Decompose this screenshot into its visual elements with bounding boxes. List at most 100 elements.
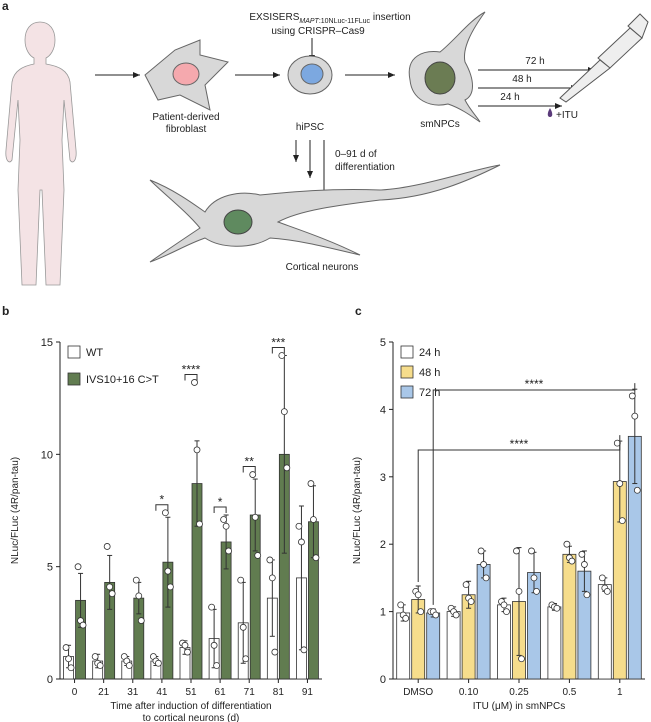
- data-point: [193, 446, 201, 454]
- data-point: [67, 664, 75, 672]
- y-tick-label: 5: [47, 562, 53, 574]
- x-axis-label: Time after induction of differentiation: [110, 701, 271, 712]
- data-point: [432, 611, 440, 619]
- y-tick-label: 5: [380, 337, 386, 349]
- data-point: [583, 591, 591, 599]
- data-point: [312, 554, 320, 562]
- significance-bracket: [432, 383, 636, 605]
- label: MAPT: [299, 18, 319, 25]
- data-point: [578, 550, 586, 558]
- data-point: [237, 576, 245, 584]
- data-point: [213, 662, 221, 669]
- data-point: [184, 648, 191, 656]
- nucleus: [424, 61, 456, 95]
- data-point: [166, 583, 174, 591]
- data-point: [135, 592, 143, 600]
- data-point: [513, 547, 520, 555]
- panel-label: b: [2, 304, 9, 318]
- data-point: [482, 574, 490, 582]
- data-point: [222, 522, 230, 530]
- x-tick-label: 51: [185, 687, 197, 698]
- label: smNPCs: [420, 119, 459, 130]
- bar: [446, 611, 461, 680]
- data-point: [154, 659, 162, 667]
- legend-label: 24 h: [419, 347, 440, 359]
- data-point: [280, 408, 288, 416]
- x-tick-label: DMSO: [403, 687, 433, 698]
- data-point: [462, 581, 470, 589]
- label: insertion: [370, 12, 411, 23]
- data-point: [568, 557, 576, 565]
- legend-swatch: [67, 345, 81, 359]
- data-point: [62, 644, 70, 651]
- x-tick-label: 0: [72, 687, 78, 698]
- label: :10NLuc-11FLuc: [319, 18, 371, 25]
- x-axis-label: ITU (μM) in smNPCs: [473, 701, 565, 712]
- data-point: [414, 591, 422, 599]
- panel-label: c: [355, 304, 362, 318]
- data-point: [310, 516, 317, 523]
- human-silhouette: [5, 21, 77, 286]
- data-point: [96, 662, 104, 669]
- significance-label: ***: [271, 335, 285, 349]
- data-point: [581, 561, 588, 568]
- panel-a: a Patient-derived fibroblast EXSISERSMAP…: [2, 0, 649, 286]
- bar: [547, 606, 562, 680]
- legend-swatch: [400, 365, 414, 379]
- label: fibroblast: [166, 124, 207, 135]
- legend-label: 72 h: [419, 387, 440, 399]
- data-point: [530, 574, 538, 582]
- data-point: [631, 412, 639, 420]
- data-point: [307, 480, 315, 487]
- legend-label: WT: [86, 347, 103, 359]
- data-point: [298, 538, 305, 546]
- label: EXSISERS: [249, 12, 299, 23]
- y-axis-label: NLuc/FLuc (4R/pan-tau): [352, 457, 363, 564]
- x-tick-label: 81: [273, 687, 285, 698]
- data-point: [251, 513, 259, 521]
- data-point: [103, 543, 111, 550]
- data-point: [628, 392, 636, 400]
- data-point: [533, 587, 540, 595]
- legend-label: IVS10+16 C>T: [86, 374, 159, 386]
- x-tick-label: 61: [215, 687, 227, 698]
- data-point: [300, 646, 308, 654]
- data-point: [500, 601, 508, 609]
- y-tick-label: 3: [380, 472, 386, 484]
- data-point: [208, 603, 216, 611]
- data-point: [603, 587, 611, 595]
- label: 72 h: [525, 56, 544, 67]
- y-tick-label: 2: [380, 539, 386, 551]
- bar: [426, 612, 441, 680]
- data-point: [210, 641, 218, 649]
- bar: [396, 612, 411, 680]
- nucleus: [223, 209, 253, 235]
- x-tick-label: 71: [244, 687, 256, 698]
- significance-label: **: [245, 455, 255, 469]
- data-point: [480, 561, 488, 568]
- data-point: [220, 516, 228, 523]
- data-point: [452, 611, 460, 619]
- data-point: [132, 576, 140, 584]
- x-tick-label: 0.5: [562, 687, 576, 698]
- legend-label: 48 h: [419, 367, 440, 379]
- label: 24 h: [500, 92, 519, 103]
- x-tick-label: 21: [98, 687, 110, 698]
- panel-label: a: [2, 0, 9, 13]
- label: Cortical neurons: [286, 262, 359, 273]
- data-point: [91, 653, 99, 660]
- data-point: [402, 614, 410, 622]
- data-point: [79, 621, 87, 629]
- data-point: [563, 540, 571, 548]
- drop: [547, 108, 553, 117]
- legend-swatch: [400, 345, 414, 359]
- data-point: [283, 464, 291, 472]
- bar: [562, 553, 577, 680]
- data-point: [295, 522, 303, 530]
- data-point: [106, 583, 114, 591]
- data-point: [225, 547, 233, 555]
- y-axis-label: NLuc/FLuc (4R/pan-tau): [10, 457, 21, 564]
- x-tick-label: 1: [617, 687, 623, 698]
- label: +ITU: [556, 110, 578, 121]
